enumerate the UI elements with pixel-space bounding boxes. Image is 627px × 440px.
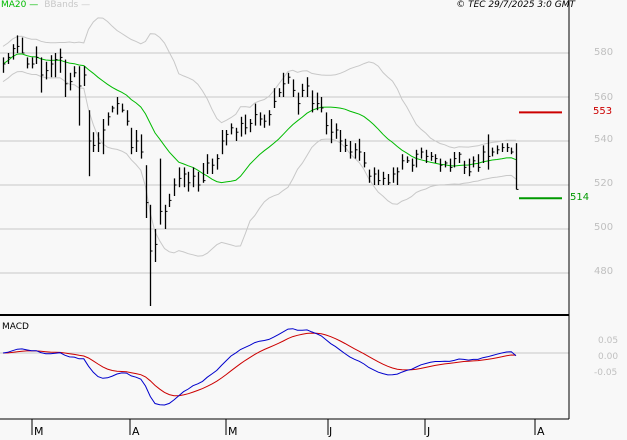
bband-upper-line xyxy=(2,17,517,149)
x-tick-label: A xyxy=(132,425,140,438)
y-tick-label: 580 xyxy=(594,47,614,58)
bollinger-bands xyxy=(2,17,517,257)
price-grid xyxy=(0,52,569,274)
x-tick-label: J xyxy=(329,425,333,438)
macd-tick-label: 0.00 xyxy=(598,352,619,362)
ma20-polyline xyxy=(2,53,517,184)
y-tick-label: 500 xyxy=(594,222,614,233)
bband-lower-line xyxy=(2,70,517,257)
legend-bbands-label: BBands xyxy=(44,0,79,10)
x-tick-label: M xyxy=(34,425,44,438)
macd-tick-label: -0.05 xyxy=(594,368,618,378)
y-tick-label: 520 xyxy=(594,178,614,189)
legend-ma20: MA20 — xyxy=(1,0,39,10)
macd-panel xyxy=(0,328,569,406)
price-levels xyxy=(519,111,562,200)
legend-bbands: BBands — xyxy=(44,0,91,10)
y-tick-label: 560 xyxy=(594,92,614,103)
x-tick-label: A xyxy=(537,425,545,438)
x-ticks xyxy=(31,419,536,435)
macd-tick-label: 0.05 xyxy=(598,336,619,346)
x-tick-label: J xyxy=(427,425,431,438)
macd-title: MACD xyxy=(2,322,29,332)
y-tick-label: 540 xyxy=(594,134,614,145)
legend: MA20 — BBands — xyxy=(1,0,90,11)
legend-ma20-label: MA20 xyxy=(1,0,27,10)
ma20-line xyxy=(2,53,517,184)
copyright-timestamp: © TEC 29/7/2025 3:0 GMT xyxy=(456,0,575,10)
x-tick-label: M xyxy=(228,425,238,438)
macd-signal-line xyxy=(2,332,517,397)
level-label-514: 514 xyxy=(570,192,590,203)
level-label-553: 553 xyxy=(593,106,613,117)
price-bars xyxy=(2,35,519,306)
y-tick-label: 480 xyxy=(594,266,614,277)
macd-line xyxy=(2,328,517,406)
